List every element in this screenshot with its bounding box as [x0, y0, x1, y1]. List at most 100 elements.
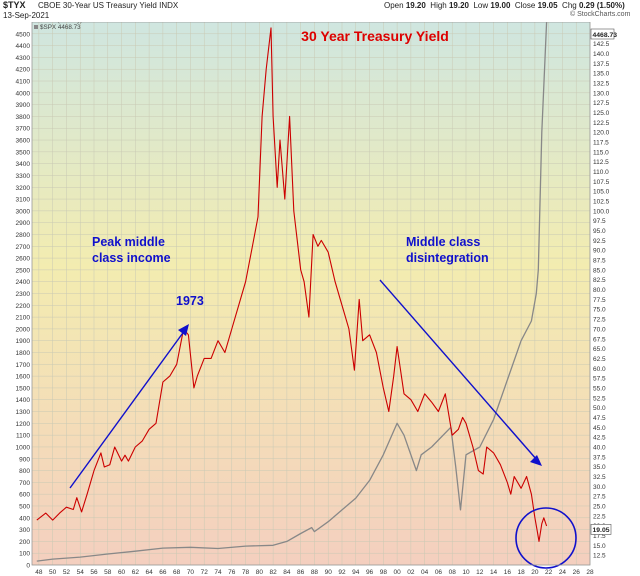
left-tick-label: 3400 — [16, 161, 31, 168]
left-tick-label: 500 — [19, 503, 30, 510]
left-tick-label: 0 — [26, 563, 30, 570]
x-tick-label: 62 — [132, 569, 140, 576]
left-tick-label: 1300 — [16, 409, 31, 416]
grid-lines — [32, 22, 591, 566]
right-tick-label: 75.0 — [593, 307, 606, 314]
right-tick-label: 132.5 — [593, 80, 610, 87]
right-tick-label: 15.0 — [593, 543, 606, 550]
left-tick-label: 2000 — [16, 326, 31, 333]
symbol-label: $TYX — [3, 0, 26, 10]
left-tick-label: 3100 — [16, 197, 31, 204]
close-label: Close — [514, 1, 536, 10]
left-tick-label: 2700 — [16, 244, 31, 251]
right-tick-label: 40.0 — [593, 444, 606, 451]
right-tick-label: 122.5 — [593, 120, 610, 127]
left-tick-label: 2500 — [16, 267, 31, 274]
x-tick-label: 10 — [462, 569, 470, 576]
x-tick-label: 54 — [77, 569, 85, 576]
left-tick-label: 2600 — [16, 256, 31, 263]
right-tick-label: 77.5 — [593, 297, 606, 304]
x-tick-label: 66 — [159, 569, 167, 576]
symbol-description: CBOE 30-Year US Treasury Yield INDX — [38, 1, 179, 10]
x-tick-label: 04 — [421, 569, 429, 576]
annotation-middle-2: disintegration — [406, 251, 489, 265]
low-label: Low — [473, 1, 489, 10]
right-tick-label: 92.5 — [593, 238, 606, 245]
right-tick-label: 117.5 — [593, 140, 609, 147]
x-tick-label: 56 — [90, 569, 98, 576]
right-tick-label: 125.0 — [593, 110, 610, 117]
chg-value: 0.29 (1.50%) — [578, 1, 625, 10]
left-tick-label: 300 — [19, 527, 30, 534]
right-tick-label: 70.0 — [593, 326, 606, 333]
x-tick-label: 94 — [352, 569, 360, 576]
left-tick-label: 700 — [19, 480, 30, 487]
open-label: Open — [384, 1, 404, 10]
x-tick-label: 74 — [214, 569, 222, 576]
right-tick-label: 60.0 — [593, 366, 606, 373]
right-tick-label: 12.5 — [593, 553, 606, 560]
left-tick-label: 3900 — [16, 102, 31, 109]
right-tick-label: 137.5 — [593, 61, 610, 68]
left-tick-label: 2800 — [16, 232, 31, 239]
right-tick-label: 120.0 — [593, 130, 610, 137]
x-tick-label: 22 — [545, 569, 553, 576]
x-tick-label: 70 — [187, 569, 195, 576]
right-tick-label: 85.0 — [593, 267, 606, 274]
x-tick-label: 08 — [449, 569, 457, 576]
x-tick-label: 88 — [311, 569, 319, 576]
left-tick-label: 400 — [19, 515, 30, 522]
brand-label: © StockCharts.com — [570, 11, 631, 18]
left-tick-label: 3800 — [16, 114, 31, 121]
x-tick-label: 02 — [407, 569, 415, 576]
right-tick-label: 82.5 — [593, 277, 606, 284]
right-tick-label: 37.5 — [593, 454, 606, 461]
right-tick-label: 65.0 — [593, 346, 606, 353]
x-tick-label: 14 — [490, 569, 498, 576]
right-tick-label: 130.0 — [593, 90, 610, 97]
x-tick-label: 80 — [256, 569, 264, 576]
spx-last-value-box — [590, 28, 615, 40]
x-tick-label: 50 — [49, 569, 57, 576]
left-tick-label: 100 — [19, 551, 30, 558]
right-tick-label: 110.0 — [593, 169, 609, 176]
legend-spx: $SPX 4468.73 — [40, 24, 81, 31]
x-tick-label: 76 — [228, 569, 236, 576]
x-tick-label: 48 — [35, 569, 43, 576]
right-tick-label: 142.5 — [593, 41, 610, 48]
right-tick-label: 87.5 — [593, 258, 606, 265]
x-tick-label: 06 — [435, 569, 443, 576]
x-tick-label: 18 — [517, 569, 525, 576]
spx-last-value: 4468.73 — [593, 32, 618, 39]
left-tick-label: 1600 — [16, 374, 31, 381]
left-tick-label: 1000 — [16, 444, 31, 451]
right-tick-label: 115.0 — [593, 149, 609, 156]
left-tick-label: 200 — [19, 539, 30, 546]
left-tick-label: 2200 — [16, 303, 31, 310]
left-tick-label: 4400 — [16, 43, 31, 50]
x-tick-label: 68 — [173, 569, 181, 576]
left-tick-label: 1900 — [16, 338, 31, 345]
high-label: High — [430, 1, 447, 10]
right-tick-label: 30.0 — [593, 484, 606, 491]
close-value: 19.05 — [537, 1, 558, 10]
right-tick-label: 42.5 — [593, 435, 606, 442]
rise-arrow-head — [178, 324, 189, 336]
plot-border — [31, 21, 591, 566]
chg-label: Chg — [562, 1, 577, 10]
ohlc-readout: Open 19.20 High 19.20 Low 19.00 Close 19… — [384, 1, 625, 10]
right-tick-label: 107.5 — [593, 179, 610, 186]
x-tick-label: 98 — [380, 569, 388, 576]
right-tick-label: 62.5 — [593, 356, 606, 363]
left-tick-label: 2100 — [16, 315, 31, 322]
left-tick-label: 1100 — [16, 433, 30, 440]
annotation-1973: 1973 — [176, 294, 204, 308]
annotation-peak-2: class income — [92, 251, 171, 265]
spx-line — [36, 22, 548, 562]
right-tick-label: 100.0 — [593, 208, 610, 215]
right-tick-label: 72.5 — [593, 317, 606, 324]
left-tick-label: 1700 — [16, 362, 31, 369]
right-tick-label: 67.5 — [593, 336, 606, 343]
